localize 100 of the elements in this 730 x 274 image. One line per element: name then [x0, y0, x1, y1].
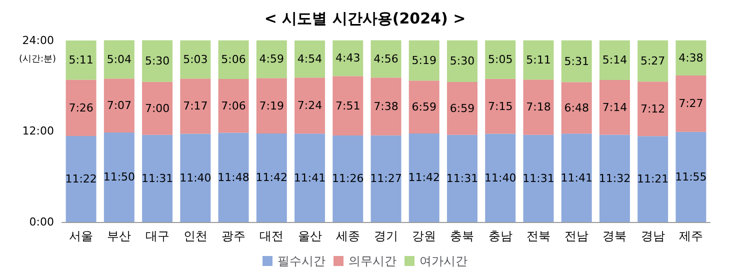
bar: [66, 136, 96, 222]
bar: [599, 134, 630, 222]
data-label: 5:11: [526, 53, 551, 66]
bar: [676, 132, 706, 222]
data-label: 11:31: [446, 172, 478, 185]
x-tick-label: 경북: [602, 229, 627, 243]
bar: [638, 136, 668, 222]
data-label: 11:27: [370, 172, 402, 186]
bar: [180, 134, 211, 222]
data-label: 5:06: [221, 53, 246, 66]
data-label: 4:43: [336, 52, 360, 65]
x-tick-label: 전북: [526, 229, 550, 243]
bar: [218, 78, 249, 133]
data-label: 4:59: [259, 52, 284, 66]
legend-label: 여가시간: [420, 254, 468, 268]
bar: [446, 40, 478, 82]
bar: [638, 40, 668, 82]
data-label: 7:26: [68, 101, 94, 114]
data-label: 11:40: [180, 171, 212, 184]
data-label: 5:30: [144, 54, 170, 68]
x-tick-label: 경기: [374, 229, 398, 243]
x-tick-label: 대전: [260, 229, 284, 243]
data-label: 5:11: [68, 54, 94, 67]
x-tick-label: 강원: [412, 229, 436, 243]
bar: [599, 40, 630, 80]
bar: [485, 134, 516, 222]
data-label: 7:51: [336, 99, 360, 112]
y-tick-label: 12:00: [22, 124, 54, 138]
bar: [332, 135, 364, 222]
data-label: 7:38: [374, 100, 398, 113]
x-tick-label: 서울: [69, 229, 94, 243]
bar: [485, 78, 516, 134]
data-label: 11:21: [636, 172, 669, 186]
x-tick-label: 제주: [678, 229, 703, 243]
data-label: 7:07: [106, 99, 132, 112]
data-label: 11:31: [522, 172, 554, 185]
bar: [561, 134, 592, 222]
data-label: 11:32: [598, 172, 631, 185]
y-tick-label: 0:00: [29, 216, 54, 228]
data-label: 11:31: [141, 172, 174, 185]
data-label: 7:19: [259, 99, 284, 112]
bar: [104, 132, 134, 222]
y-tick-label: 24:00: [22, 34, 54, 47]
bar: [446, 82, 478, 135]
data-label: 7:27: [678, 97, 704, 110]
bar: [180, 40, 211, 79]
data-label: 4:56: [374, 52, 398, 66]
bar: [142, 40, 173, 82]
bar: [408, 80, 440, 134]
data-label: 7:12: [640, 102, 666, 116]
data-label: 6:59: [450, 102, 475, 115]
x-tick-label: 울산: [298, 229, 322, 243]
data-label: 11:41: [294, 171, 326, 184]
data-label: 7:00: [144, 102, 170, 115]
bar: [104, 78, 134, 132]
bar: [218, 40, 249, 79]
data-label: 11:55: [675, 170, 707, 184]
data-label: 7:15: [488, 100, 513, 113]
data-label: 11:40: [484, 171, 516, 184]
x-tick-label: 충남: [488, 229, 512, 243]
data-label: 11:42: [256, 171, 288, 184]
bar: [523, 134, 554, 222]
bar: [676, 75, 706, 132]
bar: [638, 82, 668, 136]
bar: [256, 40, 287, 78]
bar: [180, 78, 211, 134]
data-label: 5:03: [183, 52, 208, 66]
x-tick-label: 인천: [183, 229, 208, 243]
bar: [66, 80, 96, 136]
data-label: 5:14: [602, 54, 628, 67]
data-label: 7:18: [526, 100, 551, 114]
bar: [523, 80, 554, 135]
data-label: 7:06: [221, 99, 246, 112]
data-label: 4:54: [297, 52, 322, 66]
x-tick-label: 세종: [336, 229, 360, 243]
bar: [523, 40, 554, 80]
data-label: 11:42: [408, 171, 440, 184]
bar: [294, 40, 326, 78]
x-tick-label: 대구: [145, 229, 170, 243]
data-label: 11:22: [65, 172, 97, 186]
bar: [561, 40, 592, 82]
data-label: 5:19: [412, 54, 436, 67]
data-label: 11:41: [560, 171, 592, 184]
bar: [332, 40, 364, 76]
data-label: 11:48: [218, 170, 250, 184]
bar: [256, 78, 287, 134]
data-label: 5:31: [564, 54, 589, 68]
x-tick-label: 충북: [450, 229, 474, 243]
data-label: 5:04: [106, 52, 132, 66]
bar: [256, 133, 287, 222]
bar: [142, 82, 173, 135]
x-tick-label: 광주: [222, 229, 246, 243]
legend-label: 필수시간: [278, 254, 326, 268]
data-label: 5:05: [488, 53, 513, 66]
x-tick-label: 전남: [564, 229, 589, 243]
bar: [599, 80, 630, 135]
data-label: 11:50: [103, 170, 136, 184]
data-label: 4:38: [678, 51, 704, 64]
data-label: 7:17: [183, 100, 208, 113]
bar: [446, 134, 478, 222]
